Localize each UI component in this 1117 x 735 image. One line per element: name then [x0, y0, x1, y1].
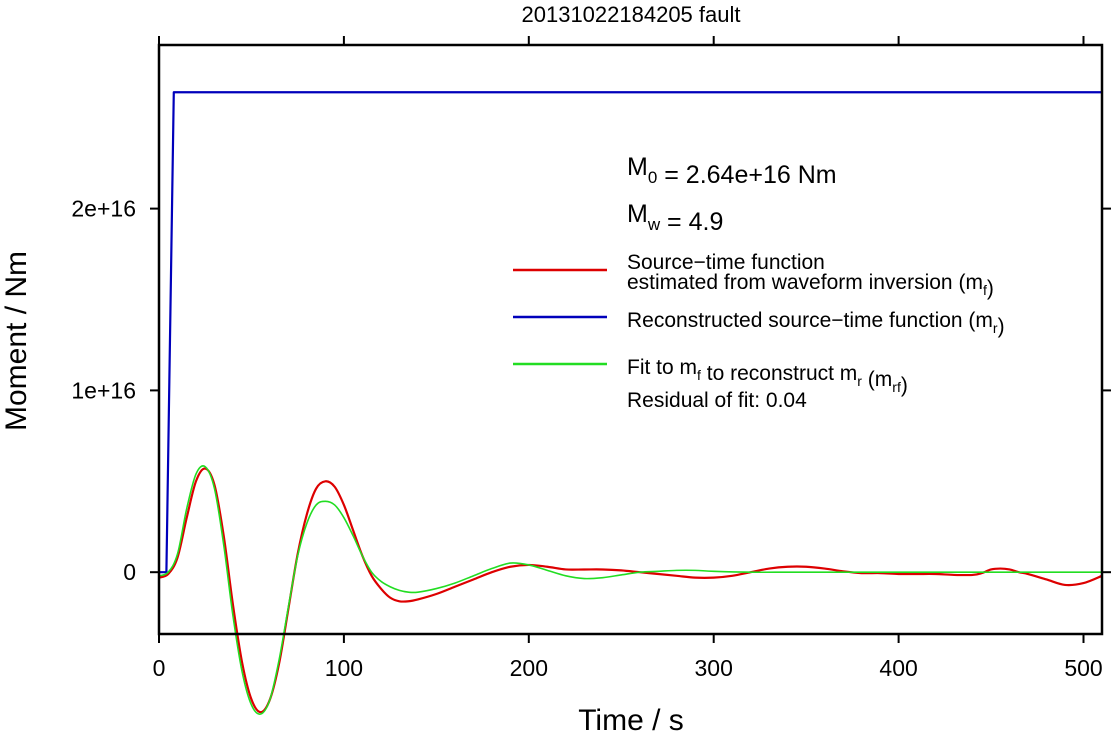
legend-entry-label: Fit to mf to reconstruct mr (mrf) — [627, 356, 908, 397]
y-tick-label: 1e+16 — [71, 377, 136, 403]
axes-group: 0 100 200 300 400 500 0 1e+16 2e+16 — [71, 36, 1111, 681]
x-tick-label: 100 — [325, 655, 363, 681]
magnitude-annotation: Mw = 4.9 — [627, 200, 723, 236]
series-line-2 — [158, 465, 1102, 715]
series-layer — [158, 91, 1103, 715]
x-tick-label: 500 — [1064, 655, 1102, 681]
y-tick-label: 2e+16 — [71, 196, 136, 222]
residual-annotation: Residual of fit: 0.04 — [627, 389, 807, 412]
seismic-moment-annotation: M0 = 2.64e+16 Nm — [627, 153, 837, 189]
series-line-0 — [159, 91, 1102, 574]
chart-title: 20131022184205 fault — [522, 2, 741, 27]
legend-entry-label: estimated from waveform inversion (mf) — [627, 271, 994, 300]
x-tick-label: 0 — [153, 655, 166, 681]
x-axis-label: Time / s — [578, 704, 684, 735]
annotations-group: M0 = 2.64e+16 Nm Mw = 4.9 Residual of fit:… — [627, 153, 837, 412]
x-tick-label: 200 — [510, 655, 548, 681]
x-tick-label: 400 — [879, 655, 917, 681]
x-tick-label: 300 — [695, 655, 733, 681]
plot-frame — [157, 43, 1104, 636]
legend-entry-label: Reconstructed source−time function (mr) — [627, 309, 1005, 338]
y-axis-label: Moment / Nm — [0, 251, 33, 431]
series-line-1 — [158, 467, 1103, 714]
y-tick-label: 0 — [123, 559, 136, 585]
legend-entry-label: Source−time function — [627, 251, 825, 274]
